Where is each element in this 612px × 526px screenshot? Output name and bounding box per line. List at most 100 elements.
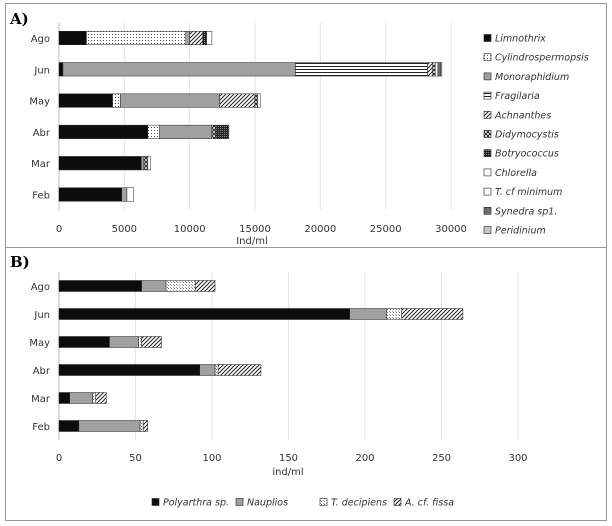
panel-b-x-tick-labels: 0 50 100 150 200 250 300 bbox=[56, 453, 528, 464]
legend-label-a-cf-fissa: A. cf. fissa bbox=[404, 498, 454, 509]
panel-a-gridlines bbox=[58, 22, 452, 211]
panel-a-x-axis-label: Ind/ml bbox=[236, 236, 268, 247]
legend-swatch-botryococcus bbox=[483, 149, 492, 157]
bar-segment-may-limnothrix bbox=[58, 93, 113, 108]
bar-segment-ago-monoraphidium bbox=[185, 31, 190, 45]
panel-b-legend: Polyarthra sp. Nauplios T. decipiens A. cf.… bbox=[151, 498, 454, 509]
category-label-may: May bbox=[29, 97, 50, 108]
legend-swatch-didymocystis bbox=[483, 130, 492, 138]
category-label-jun: Jun bbox=[33, 65, 50, 76]
category-label-ago: Ago bbox=[31, 34, 50, 45]
category-label-mar: Mar bbox=[31, 159, 51, 170]
legend-swatch-t-decipiens bbox=[319, 498, 328, 506]
bar-segment-mar-t-decipiens bbox=[92, 392, 96, 404]
bar-segment-may-didymocystis bbox=[254, 93, 258, 108]
panel-b-x-axis-label: ind/ml bbox=[272, 467, 303, 478]
panel-a-label: A) bbox=[9, 10, 29, 28]
bar-segment-abr-a-cf-fissa bbox=[217, 364, 262, 376]
bar-segment-ago-cylindrospermopsis bbox=[86, 31, 186, 45]
legend-swatch-monoraphidium bbox=[483, 72, 492, 81]
x-tick-label-300: 300 bbox=[508, 453, 527, 464]
bar-segment-ago-limnothrix bbox=[58, 31, 87, 45]
bar-segment-jun-achnanthes bbox=[427, 62, 433, 77]
bar-segment-may-polyarthra-sp bbox=[58, 336, 110, 348]
x-tick-label-5000: 5000 bbox=[112, 224, 137, 235]
legend-swatch-chlorella bbox=[483, 168, 492, 177]
legend-label-nauplios: Nauplios bbox=[247, 498, 288, 509]
legend-label-achnanthes: Achnanthes bbox=[494, 110, 551, 121]
panel-b-label: B) bbox=[10, 253, 30, 271]
bar-segment-feb-nauplios bbox=[78, 420, 141, 432]
legend-swatch-synedra-sp1 bbox=[483, 207, 492, 215]
bar-segment-abr-didymocystis bbox=[211, 124, 217, 139]
legend-label-fragilaria: Fragilaria bbox=[495, 91, 540, 102]
bar-segment-abr-nauplios bbox=[199, 364, 216, 376]
x-tick-label-250: 250 bbox=[432, 453, 451, 464]
bar-segment-jun-peridinium bbox=[440, 62, 443, 77]
x-tick-label-50: 50 bbox=[129, 453, 142, 464]
bar-segment-feb-t-cf-minimum bbox=[126, 187, 134, 202]
legend-label-polyarthra-sp: Polyarthra sp. bbox=[163, 498, 229, 509]
legend-label-chlorella: Chlorella bbox=[495, 168, 537, 179]
panel-b-gridlines bbox=[58, 272, 519, 440]
category-label-abr: Abr bbox=[33, 366, 51, 377]
bar-segment-feb-a-cf-fissa bbox=[142, 420, 148, 432]
bar-segment-may-monoraphidium bbox=[120, 93, 220, 108]
category-label-abr: Abr bbox=[33, 128, 51, 139]
bar-segment-abr-polyarthra-sp bbox=[58, 364, 201, 376]
figure-frame bbox=[5, 3, 607, 521]
legend-swatch-fragilaria bbox=[483, 91, 492, 100]
bar-segment-abr-cylindrospermopsis bbox=[147, 124, 160, 139]
x-tick-label-20000: 20000 bbox=[304, 224, 336, 235]
legend-label-t-cf-minimum: T. cf minimum bbox=[495, 187, 562, 198]
panel-b-bars bbox=[58, 280, 464, 432]
legend-label-synedra-sp1: Synedra sp1. bbox=[495, 206, 557, 217]
bar-segment-ago-botryococcus bbox=[202, 31, 207, 45]
bar-segment-ago-a-cf-fissa bbox=[194, 280, 216, 292]
legend-label-t-decipiens: T. decipiens bbox=[331, 498, 387, 509]
category-label-may: May bbox=[29, 338, 50, 349]
legend-swatch-nauplios bbox=[235, 498, 244, 506]
bar-segment-jun-chlorella bbox=[435, 62, 439, 77]
legend-label-peridinium: Peridinium bbox=[495, 226, 546, 237]
legend-label-didymocystis: Didymocystis bbox=[495, 130, 559, 141]
bar-segment-ago-achnanthes bbox=[189, 31, 203, 45]
bar-segment-feb-limnothrix bbox=[58, 187, 122, 202]
bar-segment-jun-synedra-sp1 bbox=[437, 62, 441, 77]
legend-label-cylindrospermopsis: Cylindrospermopsis bbox=[495, 53, 589, 64]
bar-segment-jun-didymocystis bbox=[432, 62, 436, 77]
bar-segment-may-t-cf-minimum bbox=[257, 93, 261, 108]
legend-swatch-cylindrospermopsis bbox=[483, 53, 492, 62]
legend-swatch-a-cf-fissa bbox=[393, 498, 402, 506]
bar-segment-may-t-decipiens bbox=[138, 336, 142, 348]
bar-segment-abr-monoraphidium bbox=[159, 124, 213, 139]
bar-segment-mar-monoraphidium bbox=[141, 156, 145, 171]
panel-a-bars bbox=[58, 31, 443, 202]
bar-segment-mar-didymocystis bbox=[143, 156, 149, 171]
bar-segment-jun-fragilaria bbox=[295, 62, 428, 77]
bar-segment-jun-polyarthra-sp bbox=[58, 308, 350, 320]
bar-segment-ago-t-cf-minimum bbox=[206, 31, 213, 45]
bar-segment-jun-limnothrix bbox=[58, 62, 64, 77]
panel-a-category-labels: Feb Mar Abr May Jun Ago bbox=[29, 34, 51, 202]
category-label-mar: Mar bbox=[31, 394, 51, 405]
bar-segment-mar-polyarthra-sp bbox=[58, 392, 70, 404]
panel-b: B) Feb Mar Abr May Jun Ago 0 50 100 150 200 250 300… bbox=[10, 253, 528, 509]
bar-segment-may-a-cf-fissa bbox=[141, 336, 162, 348]
x-tick-label-15000: 15000 bbox=[239, 224, 271, 235]
legend-label-monoraphidium: Monoraphidium bbox=[495, 72, 569, 83]
x-tick-label-25000: 25000 bbox=[370, 224, 402, 235]
panel-a: A) Feb Mar Abr May Jun Ago 0 5000 10000 15000 200… bbox=[9, 10, 589, 247]
legend-label-botryococcus: Botryococcus bbox=[495, 149, 559, 160]
legend-swatch-polyarthra-sp bbox=[151, 498, 160, 506]
bar-segment-ago-nauplios bbox=[141, 280, 167, 292]
bar-segment-ago-t-decipiens bbox=[165, 280, 196, 292]
bar-segment-ago-polyarthra-sp bbox=[58, 280, 142, 292]
x-tick-label-0: 0 bbox=[56, 224, 62, 235]
category-label-jun: Jun bbox=[33, 310, 50, 321]
legend-swatch-t-cf-minimum bbox=[483, 187, 492, 196]
category-label-feb: Feb bbox=[32, 191, 50, 202]
legend-swatch-peridinium bbox=[483, 226, 492, 234]
bar-segment-jun-nauplios bbox=[349, 308, 387, 320]
